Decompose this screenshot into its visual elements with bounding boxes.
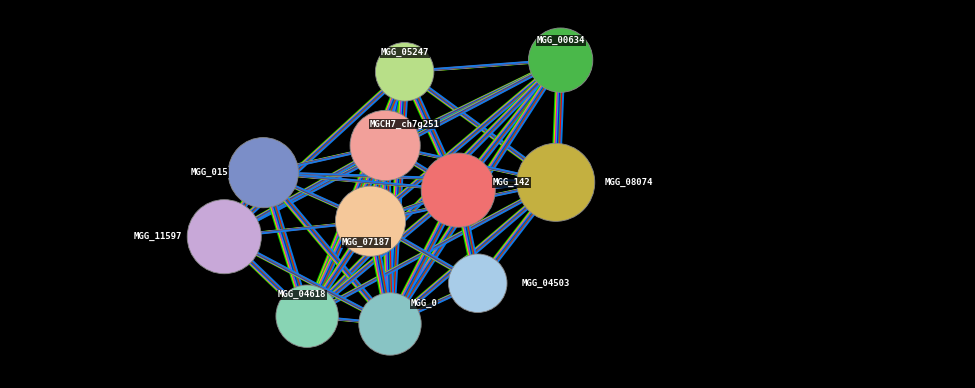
Text: MGG_142: MGG_142	[493, 178, 530, 187]
Text: MGG_00634: MGG_00634	[536, 36, 585, 45]
Ellipse shape	[276, 285, 338, 347]
Text: MGG_04618: MGG_04618	[278, 290, 327, 300]
Ellipse shape	[359, 293, 421, 355]
Text: MGG_11597: MGG_11597	[134, 232, 182, 241]
Ellipse shape	[421, 153, 495, 227]
Ellipse shape	[517, 143, 595, 222]
Ellipse shape	[375, 43, 434, 101]
Ellipse shape	[228, 138, 298, 208]
Ellipse shape	[187, 200, 261, 274]
Text: MGG_015: MGG_015	[191, 168, 228, 177]
Ellipse shape	[528, 28, 593, 92]
Ellipse shape	[335, 186, 406, 256]
Text: MGCH7_ch7g251: MGCH7_ch7g251	[370, 120, 440, 129]
Text: MGG_08074: MGG_08074	[604, 178, 653, 187]
Text: MGG_0: MGG_0	[410, 299, 438, 308]
Ellipse shape	[350, 111, 420, 180]
Ellipse shape	[448, 254, 507, 312]
Text: MGG_07187: MGG_07187	[341, 238, 390, 247]
Text: MGG_04503: MGG_04503	[522, 279, 570, 288]
Text: MGG_05247: MGG_05247	[380, 48, 429, 57]
